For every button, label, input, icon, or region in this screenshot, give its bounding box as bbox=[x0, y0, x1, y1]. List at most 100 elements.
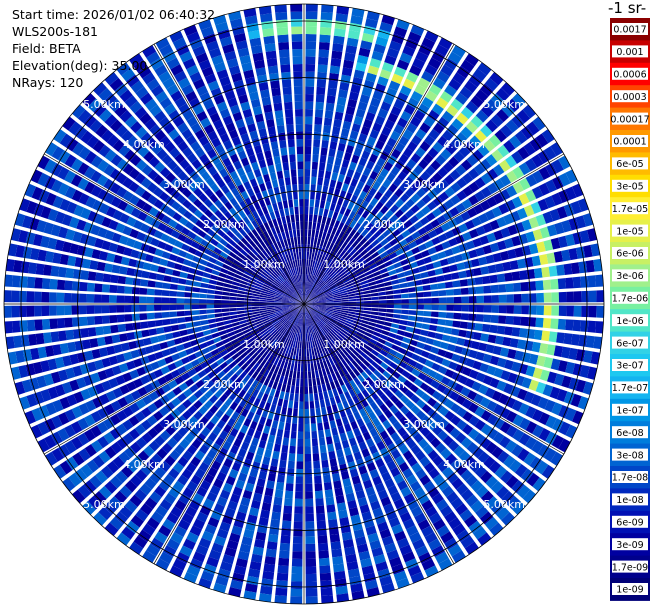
range-gate bbox=[360, 263, 369, 270]
range-gate bbox=[373, 230, 382, 239]
range-gate bbox=[324, 290, 332, 295]
range-gate bbox=[313, 237, 318, 246]
range-gate bbox=[346, 246, 354, 254]
range-gate bbox=[423, 256, 433, 264]
range-gate bbox=[394, 66, 407, 78]
range-gate bbox=[501, 103, 515, 118]
range-gate bbox=[321, 264, 327, 272]
range-gate bbox=[542, 279, 552, 290]
range-gate bbox=[448, 51, 462, 65]
range-gate bbox=[424, 134, 436, 146]
range-gate bbox=[374, 115, 386, 126]
range-gate bbox=[487, 182, 499, 195]
range-gate bbox=[307, 274, 311, 282]
range-gate bbox=[570, 262, 580, 275]
range-gate bbox=[340, 273, 348, 280]
range-gate bbox=[320, 247, 326, 255]
range-gate bbox=[308, 274, 312, 283]
range-gate bbox=[353, 115, 364, 126]
range-gate bbox=[341, 224, 349, 233]
range-gate bbox=[413, 252, 423, 261]
range-gate bbox=[390, 130, 401, 142]
range-gate bbox=[396, 92, 409, 103]
range-gate bbox=[399, 193, 410, 203]
range-gate bbox=[459, 86, 473, 99]
range-gate bbox=[333, 188, 341, 197]
range-gate bbox=[318, 299, 327, 302]
range-gate bbox=[398, 277, 407, 284]
range-gate bbox=[316, 222, 321, 231]
range-gate bbox=[394, 209, 404, 219]
range-gate bbox=[327, 209, 334, 219]
range-gate bbox=[464, 80, 478, 94]
range-gate bbox=[389, 204, 399, 214]
range-gate bbox=[405, 275, 414, 282]
range-gate bbox=[378, 224, 388, 234]
range-gate bbox=[355, 140, 365, 150]
range-gate bbox=[525, 189, 537, 202]
range-gate bbox=[384, 209, 394, 219]
range-gate bbox=[425, 90, 438, 102]
range-gate bbox=[348, 298, 357, 302]
range-gate bbox=[311, 275, 315, 283]
range-gate bbox=[312, 146, 320, 155]
range-gate bbox=[399, 282, 408, 289]
range-gate bbox=[499, 159, 511, 173]
range-gate bbox=[357, 225, 365, 234]
range-gate bbox=[359, 237, 368, 246]
range-gate bbox=[505, 283, 514, 293]
colorbar-label: 3e-08 bbox=[616, 450, 643, 461]
range-gate bbox=[311, 229, 316, 238]
range-gate bbox=[481, 275, 491, 285]
range-gate bbox=[565, 186, 577, 201]
range-gate bbox=[463, 260, 473, 269]
range-gate bbox=[319, 263, 325, 271]
colorbar-label: 3e-05 bbox=[616, 182, 643, 193]
range-gate bbox=[474, 130, 487, 143]
range-gate bbox=[304, 236, 308, 245]
range-gate bbox=[472, 267, 482, 276]
range-gate bbox=[317, 177, 324, 186]
range-gate bbox=[337, 173, 345, 183]
range-gate bbox=[348, 259, 357, 266]
range-gate bbox=[333, 296, 342, 300]
range-gate bbox=[355, 108, 366, 119]
range-gate bbox=[325, 249, 331, 258]
range-gate bbox=[333, 294, 341, 298]
range-gate bbox=[421, 96, 434, 109]
range-gate bbox=[308, 251, 312, 260]
range-gate bbox=[306, 290, 311, 298]
range-gate bbox=[404, 269, 413, 277]
range-gate bbox=[485, 254, 495, 264]
range-gate bbox=[311, 300, 319, 303]
range-gate bbox=[397, 224, 407, 233]
range-gate bbox=[530, 201, 542, 214]
range-gate bbox=[318, 207, 324, 216]
range-gate bbox=[319, 238, 325, 247]
range-gate bbox=[407, 287, 416, 293]
range-gate bbox=[307, 290, 311, 298]
range-gate bbox=[455, 92, 468, 105]
range-gate bbox=[304, 298, 310, 304]
range-gate bbox=[453, 151, 465, 163]
range-gate bbox=[338, 230, 345, 239]
range-gate bbox=[325, 241, 332, 250]
range-gate bbox=[438, 191, 449, 202]
range-gate bbox=[450, 194, 461, 206]
colorbar-label: 0.0001 bbox=[613, 137, 646, 148]
range-gate bbox=[362, 184, 371, 194]
range-gate bbox=[413, 164, 424, 176]
range-gate bbox=[425, 165, 436, 176]
range-gate bbox=[436, 275, 445, 283]
range-gate bbox=[315, 101, 324, 110]
range-gate bbox=[304, 274, 306, 282]
range-gate bbox=[335, 13, 348, 23]
range-gate bbox=[376, 283, 385, 288]
range-gate bbox=[318, 56, 329, 66]
range-gate bbox=[368, 187, 377, 197]
range-gate bbox=[350, 261, 359, 269]
range-gate bbox=[323, 125, 332, 134]
range-gate bbox=[437, 116, 450, 129]
range-gate bbox=[350, 15, 364, 25]
range-gate bbox=[502, 261, 512, 272]
